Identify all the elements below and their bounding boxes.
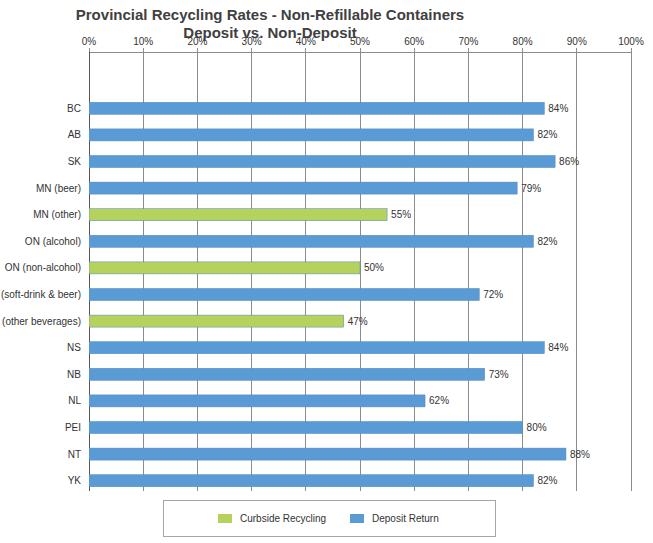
category-label: NB: [67, 369, 81, 380]
category-label: YK: [68, 475, 82, 486]
legend-box: [164, 501, 496, 537]
grid: [89, 48, 631, 491]
category-label: NL: [68, 395, 81, 406]
subtitle: Deposit vs. Non-Deposit: [183, 24, 356, 41]
bar: [89, 235, 533, 247]
data-label: 88%: [570, 449, 590, 460]
category-label: BC: [67, 103, 81, 114]
data-label: 82%: [537, 236, 557, 247]
tick-label: 70%: [458, 36, 478, 47]
data-label: 62%: [429, 395, 449, 406]
legend-label: Deposit Return: [372, 513, 439, 524]
bar: [89, 448, 566, 460]
chart: Provincial Recycling Rates - Non-Refilla…: [0, 0, 653, 543]
legend-swatch: [218, 514, 232, 523]
data-label: 84%: [548, 342, 568, 353]
category-label: QC (other beverages): [0, 316, 81, 327]
tick-label: 50%: [350, 36, 370, 47]
legend-swatch: [350, 514, 364, 523]
tick-mark: [576, 48, 577, 52]
data-label: 72%: [483, 289, 503, 300]
bars: [89, 102, 566, 486]
bar: [89, 342, 544, 354]
tick-mark: [522, 48, 523, 52]
category-label: AB: [68, 129, 82, 140]
tick-mark: [89, 48, 90, 52]
bar: [89, 475, 533, 487]
bar: [89, 102, 544, 114]
bar: [89, 209, 387, 221]
category-label: NS: [67, 342, 81, 353]
bar: [89, 289, 479, 301]
tick-label: 100%: [618, 36, 644, 47]
data-label: 79%: [521, 183, 541, 194]
bar: [89, 156, 555, 168]
category-label: NT: [68, 449, 81, 460]
data-label: 84%: [548, 103, 568, 114]
title: Provincial Recycling Rates - Non-Refilla…: [76, 6, 464, 23]
category-label: PEI: [65, 422, 81, 433]
category-label: ON (alcohol): [25, 236, 81, 247]
tick-mark: [143, 48, 144, 52]
data-label: 82%: [537, 475, 557, 486]
category-label: SK: [68, 156, 82, 167]
grid-line: [576, 52, 577, 491]
tick-mark: [251, 48, 252, 52]
tick-mark: [468, 48, 469, 52]
bar: [89, 182, 517, 194]
tick-label: 60%: [404, 36, 424, 47]
category-label: QC (soft-drink & beer): [0, 289, 81, 300]
bar: [89, 315, 344, 327]
tick-mark: [305, 48, 306, 52]
x-axis-line: [89, 52, 631, 53]
bar: [89, 368, 485, 380]
tick-label: 40%: [296, 36, 316, 47]
data-label: 73%: [489, 369, 509, 380]
bar: [89, 129, 533, 141]
data-label: 50%: [364, 262, 384, 273]
data-label: 47%: [348, 316, 368, 327]
data-label: 55%: [391, 209, 411, 220]
tick-label: 0%: [82, 36, 97, 47]
bar: [89, 395, 425, 407]
bar: [89, 262, 360, 274]
legend-label: Curbside Recycling: [240, 513, 326, 524]
tick-label: 80%: [513, 36, 533, 47]
data-label: 80%: [527, 422, 547, 433]
tick-label: 20%: [187, 36, 207, 47]
bar: [89, 422, 523, 434]
data-label: 86%: [559, 156, 579, 167]
category-label: ON (non-alcohol): [5, 262, 81, 273]
tick-mark: [414, 48, 415, 52]
tick-mark: [197, 48, 198, 52]
tick-mark: [360, 48, 361, 52]
tick-mark: [631, 48, 632, 52]
data-labels: 55% 50% 47% 84% 82% 86% 79% 82% 72% 84% 73% 62% 80% 8…: [348, 103, 590, 486]
tick-label: 90%: [567, 36, 587, 47]
tick-label: 30%: [242, 36, 262, 47]
category-label: MN (beer): [36, 183, 81, 194]
tick-label: 10%: [133, 36, 153, 47]
category-label: MN (other): [33, 209, 81, 220]
grid-line: [631, 52, 632, 491]
data-label: 82%: [537, 129, 557, 140]
legend: Curbside Recycling Deposit Return: [164, 501, 496, 537]
